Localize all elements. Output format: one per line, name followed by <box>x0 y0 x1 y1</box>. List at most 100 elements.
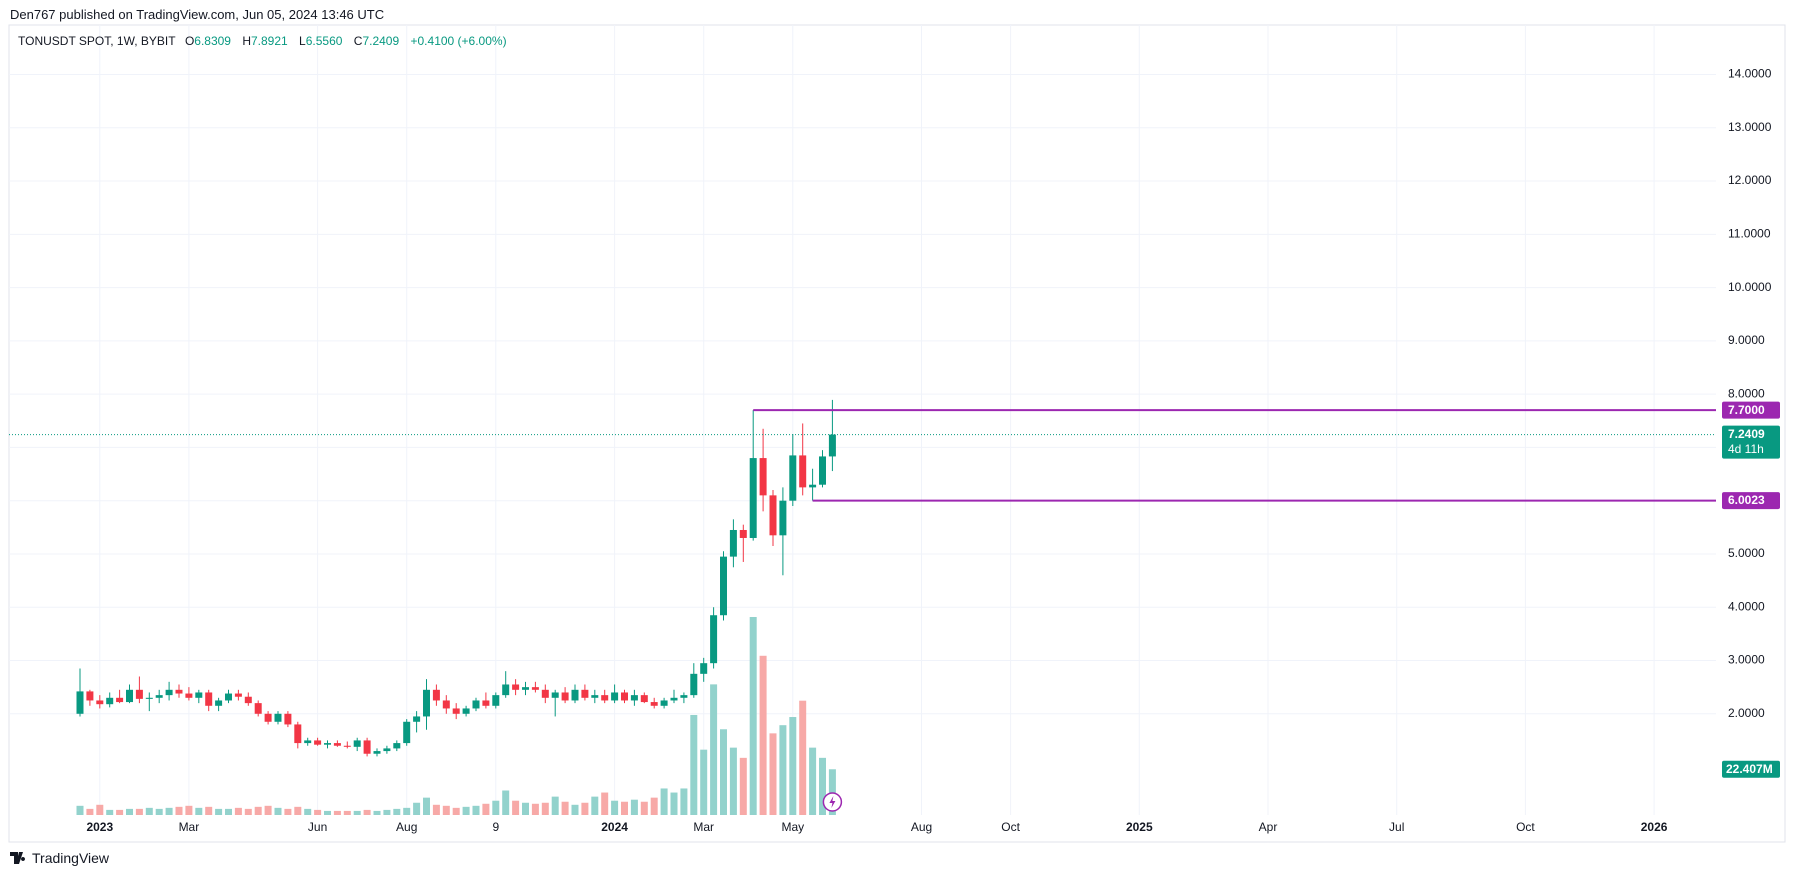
candle-body <box>502 684 510 696</box>
candle-body <box>809 484 817 488</box>
candle-body <box>442 700 450 709</box>
x-tick-label: 2024 <box>601 820 628 834</box>
volume-bar <box>195 807 203 815</box>
candle-body <box>116 697 124 703</box>
volume-bar <box>185 805 193 815</box>
y-tick-label: 14.0000 <box>1728 67 1772 81</box>
candle-body <box>145 697 153 699</box>
volume-bar <box>650 797 658 815</box>
volume-bar <box>135 808 143 815</box>
volume-bar <box>373 810 381 815</box>
candle-body <box>472 700 480 709</box>
candle-body <box>264 713 272 722</box>
candle-body <box>155 695 163 698</box>
candles <box>76 399 836 757</box>
volume-bar <box>670 792 678 815</box>
candle-body <box>720 556 727 616</box>
ohlc-value: 7.8921 <box>251 34 288 48</box>
volume-bar <box>225 808 232 815</box>
volume-bar <box>729 747 737 815</box>
volume-bar <box>819 757 826 815</box>
volume-bar <box>531 803 539 815</box>
volume-bar <box>244 808 252 815</box>
volume-bar <box>779 725 787 815</box>
volume-bar <box>630 799 638 815</box>
candle-body <box>512 684 520 690</box>
candle-body <box>333 743 341 746</box>
candle-body <box>393 743 401 749</box>
candle-body <box>274 713 282 722</box>
candle-body <box>254 703 262 714</box>
candle-body <box>541 689 549 698</box>
candle-body <box>324 743 331 745</box>
volume-bar <box>353 810 361 815</box>
candle-body <box>284 713 292 725</box>
volume-bar <box>769 733 777 815</box>
volume-bar <box>126 808 133 815</box>
change: +0.4100 (+6.00%) <box>410 34 507 48</box>
candle-body <box>828 434 836 457</box>
y-tick-label: 11.0000 <box>1728 226 1771 240</box>
volume-bar <box>155 808 163 815</box>
countdown: 4d 11h <box>1728 442 1764 456</box>
volume-bar <box>621 801 628 815</box>
volume-bar <box>720 729 727 815</box>
level-tag <box>1722 401 1780 419</box>
volume-bar <box>442 805 450 815</box>
volume-bar <box>274 807 282 815</box>
candle-body <box>403 721 411 744</box>
level-tag-label: 6.0023 <box>1728 493 1765 507</box>
x-tick-label: Oct <box>1001 820 1020 834</box>
price-tag <box>1722 425 1780 459</box>
candle-body <box>76 691 84 714</box>
volume-bar <box>492 800 500 815</box>
level-tag <box>1722 492 1780 510</box>
volume-bar <box>640 801 648 815</box>
candle-body <box>561 692 569 701</box>
volume-bar <box>541 802 549 815</box>
ohlc-value: 6.5560 <box>305 34 343 48</box>
candle-body <box>126 689 133 703</box>
y-tick-label: 13.0000 <box>1728 120 1772 134</box>
candle-body <box>373 751 381 754</box>
x-tick-label: 2023 <box>86 820 113 834</box>
candle-body <box>571 689 579 701</box>
legend: TONUSDT SPOT, 1W, BYBIT O6.8309 H7.8921 … <box>18 34 515 48</box>
x-tick-label: 2026 <box>1641 820 1668 834</box>
y-tick-label: 9.0000 <box>1728 333 1765 347</box>
volume-bar <box>413 802 421 815</box>
candle-body <box>492 695 500 706</box>
overlay <box>9 409 1716 812</box>
candle-body <box>205 692 213 706</box>
logo <box>10 852 26 864</box>
candle-body <box>462 708 470 714</box>
price-tag-label: 7.2409 <box>1728 427 1765 441</box>
symbol: TONUSDT SPOT, 1W, BYBIT <box>18 34 176 48</box>
candle-body <box>551 692 559 698</box>
candle-body <box>650 702 658 706</box>
candle-body <box>294 724 302 744</box>
x-tick-label: Jul <box>1389 820 1404 834</box>
candle-body <box>611 692 619 701</box>
event-icon <box>829 796 836 808</box>
y-tick-label: 3.0000 <box>1728 653 1765 667</box>
volume-bar <box>423 797 430 815</box>
volume-bar <box>799 700 807 815</box>
y-tick-label: 4.0000 <box>1728 599 1765 613</box>
volume-pane <box>76 617 836 815</box>
candle-body <box>482 700 490 706</box>
volume-bar <box>76 805 84 815</box>
volume-bar <box>403 807 411 815</box>
brand: TradingView <box>32 850 110 866</box>
volume-bar <box>383 809 391 815</box>
candle-body <box>383 748 391 752</box>
x-tick-label: Apr <box>1259 820 1278 834</box>
published-note: Den767 published on TradingView.com, Jun… <box>10 7 385 22</box>
volume-bar <box>116 809 124 815</box>
candle-body <box>690 673 698 696</box>
candle-body <box>96 700 104 705</box>
candle-body <box>106 697 114 705</box>
volume-bar <box>710 684 718 815</box>
volume-bar <box>363 809 371 815</box>
candle-body <box>135 689 143 699</box>
